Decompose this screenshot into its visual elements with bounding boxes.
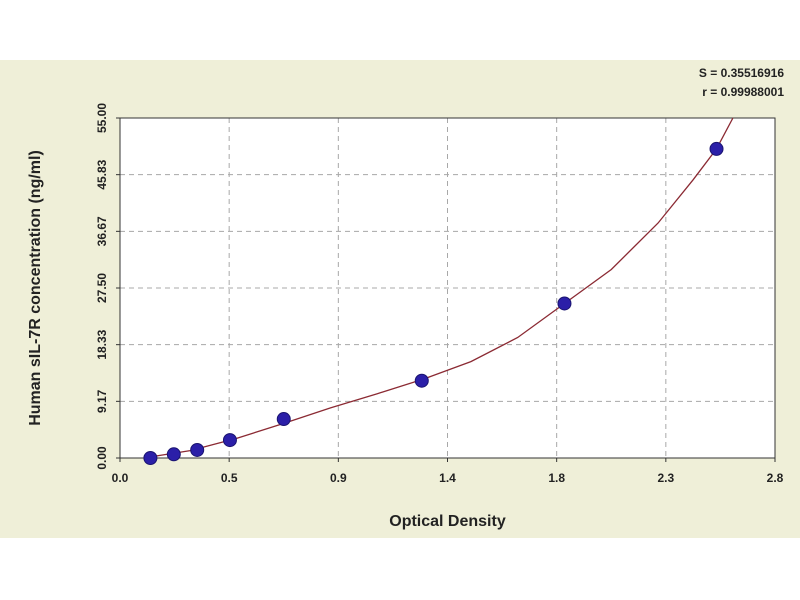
data-point (557, 296, 572, 311)
x-tick-label: 0.0 (112, 471, 129, 485)
x-tick-label: 1.4 (439, 471, 456, 485)
x-tick-label: 2.8 (767, 471, 784, 485)
data-point (414, 373, 429, 388)
data-point (709, 141, 724, 156)
x-tick-label: 2.3 (657, 471, 674, 485)
x-tick-label: 0.9 (330, 471, 347, 485)
x-tick-label: 0.5 (221, 471, 238, 485)
y-tick-label: 18.33 (95, 329, 109, 359)
grid-lines (120, 118, 775, 458)
y-tick-label: 36.67 (95, 216, 109, 246)
data-point (190, 442, 205, 457)
x-tick-label: 1.8 (548, 471, 565, 485)
data-point (222, 433, 237, 448)
y-tick-label: 55.00 (95, 103, 109, 133)
y-tick-label: 45.83 (95, 159, 109, 189)
data-point (166, 447, 181, 462)
y-tick-label: 0.00 (95, 446, 109, 470)
data-point (143, 451, 158, 465)
x-axis-label: Optical Density (389, 513, 506, 530)
data-points (143, 141, 724, 465)
stat-r-value: r = 0.99988001 (702, 85, 784, 99)
chart-svg: 0.0 0.5 0.9 1.4 1.8 2.3 2.8 0.00 9.17 18.33 27.50 3… (27, 103, 784, 530)
y-axis-label: Human sIL-7R concentration (ng/ml) (27, 150, 44, 426)
y-tick-label: 27.50 (95, 273, 109, 303)
fitted-curve (143, 117, 734, 459)
y-axis-ticks: 0.00 9.17 18.33 27.50 36.67 45.83 55.00 (95, 103, 120, 470)
y-tick-label: 9.17 (95, 389, 109, 413)
data-point (276, 412, 291, 427)
chart-background: S = 0.35516916 r = 0.99988001 0.0 0.5 0.9 1… (0, 60, 800, 538)
stat-s-value: S = 0.35516916 (698, 66, 784, 80)
x-axis-ticks: 0.0 0.5 0.9 1.4 1.8 2.3 2.8 (112, 458, 784, 485)
